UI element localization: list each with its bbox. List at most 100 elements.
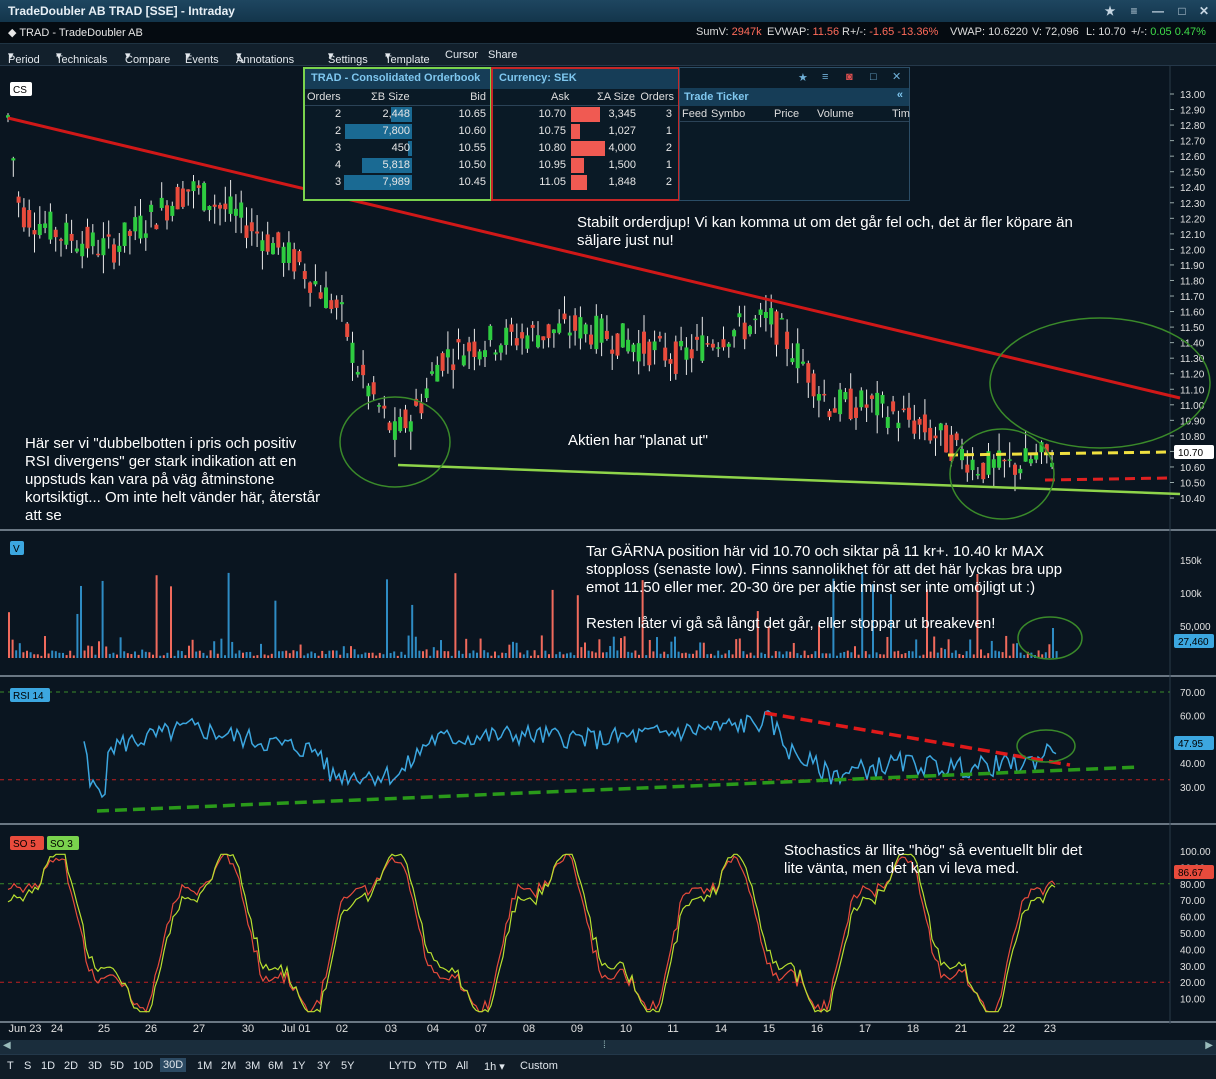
volume-bar [87,645,90,658]
candle-up [896,422,901,429]
period-lytd[interactable]: LYTD [389,1060,417,1072]
volume-bar [515,642,518,658]
candle-down [695,336,699,340]
list-icon[interactable]: ≡ [822,71,829,83]
ask-row[interactable]: 10.75 1,027 1 [493,123,678,140]
collapse-icon[interactable]: « [896,89,903,101]
period-s[interactable]: S [24,1060,32,1072]
period-custom[interactable]: Custom [520,1060,558,1072]
period-1y[interactable]: 1Y [292,1060,306,1072]
menu-share[interactable]: Share [488,49,518,61]
volume-bar [292,650,295,658]
so-tick-label: 100.00 [1180,847,1211,858]
period-5d[interactable]: 5D [110,1060,125,1072]
menu-cursor[interactable]: Cursor [445,49,479,61]
ask-price: 11.05 [539,176,566,188]
highlight-ellipse [949,428,1055,520]
ask-orders: 1 [665,159,672,171]
ask-row[interactable]: 10.95 1,500 1 [493,157,678,174]
candle-up [122,222,127,247]
date-label: 21 [955,1023,967,1035]
period-2m[interactable]: 2M [221,1060,237,1072]
candle-down [1002,459,1007,462]
period-1h[interactable]: 1h ▾ [484,1061,505,1073]
menu-compare[interactable]: Compare ▾ [125,50,171,66]
bid-size-bar [407,141,412,156]
trade-ticker-panel: ★ ≡ ◙ □ ✕ Trade Ticker « Feed Symbo Pric… [679,67,910,201]
close-icon[interactable]: ✕ [1198,4,1210,18]
period-5y[interactable]: 5Y [341,1060,355,1072]
period-ytd[interactable]: YTD [425,1060,447,1072]
price-tick-label: 11.00 [1180,401,1205,412]
period-all[interactable]: All [456,1060,469,1072]
candle-down [467,342,472,352]
period-3y[interactable]: 3Y [317,1060,331,1072]
record-icon[interactable]: ◙ [846,71,853,83]
menu-settings[interactable]: Settings ▾ [328,50,368,66]
volume-bar [375,655,378,658]
star-icon[interactable]: ★ [1104,4,1116,18]
maximize-icon[interactable]: □ [870,71,877,83]
so-tick-label: 30.00 [1180,962,1205,973]
bid-row[interactable]: 4 5,818 10.50 [305,157,490,174]
candle-down [456,339,461,343]
volume-bar [969,639,972,658]
volume-bar [346,653,349,658]
volume-bar [821,653,824,658]
ask-row[interactable]: 10.70 3,345 3 [493,106,678,123]
period-bar: T S 1D 2D 3D 5D 10D 30D 1M 2M 3M 6M 1Y 3Y 5Y LYTD YTD All… [0,1054,1216,1079]
candle-up [43,223,48,228]
volume-bar [828,653,831,658]
period-10d[interactable]: 10D [133,1060,154,1072]
volume-bar [1044,652,1047,658]
so-badge: 86.67 [1178,868,1203,879]
candle-down [27,210,32,228]
bid-row[interactable]: 2 2,448 10.65 [305,106,490,123]
note-position: Tar GÄRNA position här vid 10.70 och sik… [586,543,1063,632]
close-icon[interactable]: ✕ [892,71,902,83]
ask-row[interactable]: 10.80 4,000 2 [493,140,678,157]
so-tick-label: 80.00 [1180,880,1205,891]
candle-down [112,244,116,263]
period-30d[interactable]: 30D [160,1058,187,1072]
candle-up [74,248,79,252]
volume-bar [796,653,799,658]
chart-area[interactable]: 13.00 12.90 12.80 12.70 12.60 12.50 12.40 12.30… [0,66,1216,1054]
volume-bar [260,643,262,658]
period-6m[interactable]: 6M [268,1060,284,1072]
period-t[interactable]: T [7,1060,14,1072]
star-icon[interactable]: ★ [798,72,808,84]
menu-annotations[interactable]: ✎ Annotations ▾ [236,50,295,67]
volume-bar [850,652,853,658]
date-label: 24 [51,1023,63,1035]
menu-period[interactable]: Period ▾ [8,50,40,66]
so-tick-label: 50.00 [1180,929,1205,940]
volume-bar [890,594,892,658]
date-label: 26 [145,1023,157,1035]
horizontal-scrollbar[interactable]: ◀ ⁞ ▶ [0,1040,1216,1054]
period-1d[interactable]: 1D [41,1060,56,1072]
bid-row[interactable]: 3 7,989 10.45 [305,174,490,191]
maximize-icon[interactable]: □ [1178,4,1186,18]
period-1m[interactable]: 1M [197,1060,213,1072]
period-3m[interactable]: 3M [245,1060,261,1072]
candle-down [689,349,694,359]
volume-bar [933,636,936,658]
volume-bar [522,654,525,658]
ask-row[interactable]: 11.05 1,848 2 [493,174,678,191]
menu-icon[interactable]: ≡ [1130,4,1138,18]
bid-row[interactable]: 2 7,800 10.60 [305,123,490,140]
candle-up [488,325,493,341]
volume-bar [170,586,172,658]
period-2d[interactable]: 2D [64,1060,79,1072]
minimize-icon[interactable]: — [1152,4,1164,18]
ask-size-bar [571,107,600,122]
period-3d[interactable]: 3D [88,1060,103,1072]
menu-technicals[interactable]: Technicals ▾ [56,50,108,66]
symbol-label[interactable]: ◆ TRAD - TradeDoubler AB [8,27,143,39]
menu-template[interactable]: Template ▾ [385,50,430,66]
volume-bar [414,636,417,658]
volume-bar [33,654,36,658]
menu-events[interactable]: Events ▾ [185,50,219,66]
bid-row[interactable]: 3 450 10.55 [305,140,490,157]
